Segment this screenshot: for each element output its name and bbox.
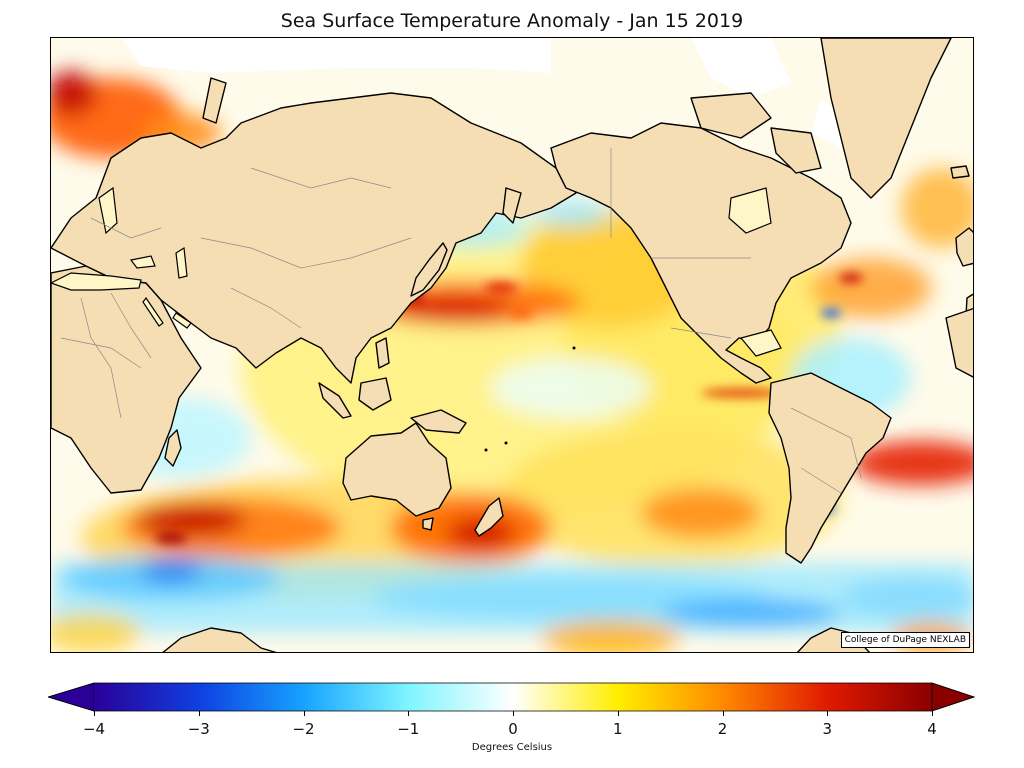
colorbar-gradient bbox=[94, 683, 932, 711]
map-canvas bbox=[51, 38, 973, 652]
eurasia bbox=[51, 92, 577, 384]
north-america bbox=[550, 122, 852, 384]
colorbar-tick-label: −4 bbox=[82, 720, 106, 738]
south-america bbox=[768, 372, 892, 564]
page-title: Sea Surface Temperature Anomaly - Jan 15… bbox=[280, 10, 744, 32]
colorbar-tick-mark bbox=[827, 711, 829, 716]
caspian bbox=[175, 246, 188, 279]
country-borders bbox=[60, 148, 862, 494]
colorbar-tick-mark bbox=[932, 711, 933, 716]
new-zealand bbox=[474, 497, 504, 537]
colorbar-tick-label: −1 bbox=[397, 720, 420, 738]
colorbar-tick-mark bbox=[617, 711, 619, 716]
colorbar bbox=[48, 682, 976, 712]
colorbar-tick-label: −3 bbox=[187, 720, 210, 738]
colorbar-tick-label: −2 bbox=[292, 720, 315, 738]
credit-label: College of DuPage NEXLAB bbox=[840, 632, 970, 648]
colorbar-tick-label: 2 bbox=[717, 720, 728, 738]
antarctica bbox=[162, 627, 277, 652]
baltic bbox=[98, 186, 118, 235]
colorbar-tick-mark bbox=[94, 711, 95, 716]
iceland bbox=[950, 165, 970, 179]
baffin bbox=[770, 127, 822, 174]
kamchatka bbox=[502, 187, 522, 224]
sst-anomaly-map: College of DuPage NEXLAB bbox=[50, 37, 974, 653]
colorbar-label: Degrees Celsius bbox=[471, 742, 553, 753]
sea-ice bbox=[121, 38, 851, 148]
japan bbox=[410, 242, 448, 297]
gulf-of-mexico bbox=[739, 329, 782, 357]
colorbar-tick-label: 0 bbox=[508, 720, 518, 738]
borneo bbox=[358, 377, 392, 411]
inland-water bbox=[51, 186, 782, 357]
colorbar-tick-label: 3 bbox=[822, 720, 833, 738]
colorbar-tick-mark bbox=[408, 711, 410, 716]
hudson-bay bbox=[728, 187, 772, 234]
madagascar bbox=[164, 429, 182, 467]
colorbar-tick-mark bbox=[722, 711, 724, 716]
tasmania bbox=[422, 517, 434, 531]
greenland bbox=[820, 38, 952, 199]
new-guinea bbox=[410, 409, 467, 434]
uk bbox=[955, 227, 973, 267]
australia bbox=[342, 422, 452, 517]
land bbox=[51, 38, 973, 652]
colorbar-tick-mark bbox=[303, 711, 305, 716]
colorbar-extend-low bbox=[48, 682, 95, 712]
west-africa-edge bbox=[945, 307, 973, 378]
colorbar-tick-label: 4 bbox=[927, 720, 937, 738]
small-islands bbox=[484, 346, 576, 452]
mediterranean bbox=[51, 272, 142, 291]
black-sea bbox=[129, 255, 156, 269]
novaya-zemlya bbox=[202, 77, 227, 124]
colorbar-tick-label: 1 bbox=[612, 720, 623, 738]
sumatra bbox=[318, 382, 352, 419]
arctic-islands bbox=[690, 92, 772, 139]
red-sea bbox=[142, 296, 164, 327]
colorbar-tick-mark bbox=[198, 711, 200, 716]
colorbar-extend-high bbox=[931, 682, 976, 712]
philippines bbox=[375, 337, 390, 369]
persian-gulf bbox=[172, 312, 192, 329]
colorbar-tick-mark bbox=[513, 711, 514, 716]
